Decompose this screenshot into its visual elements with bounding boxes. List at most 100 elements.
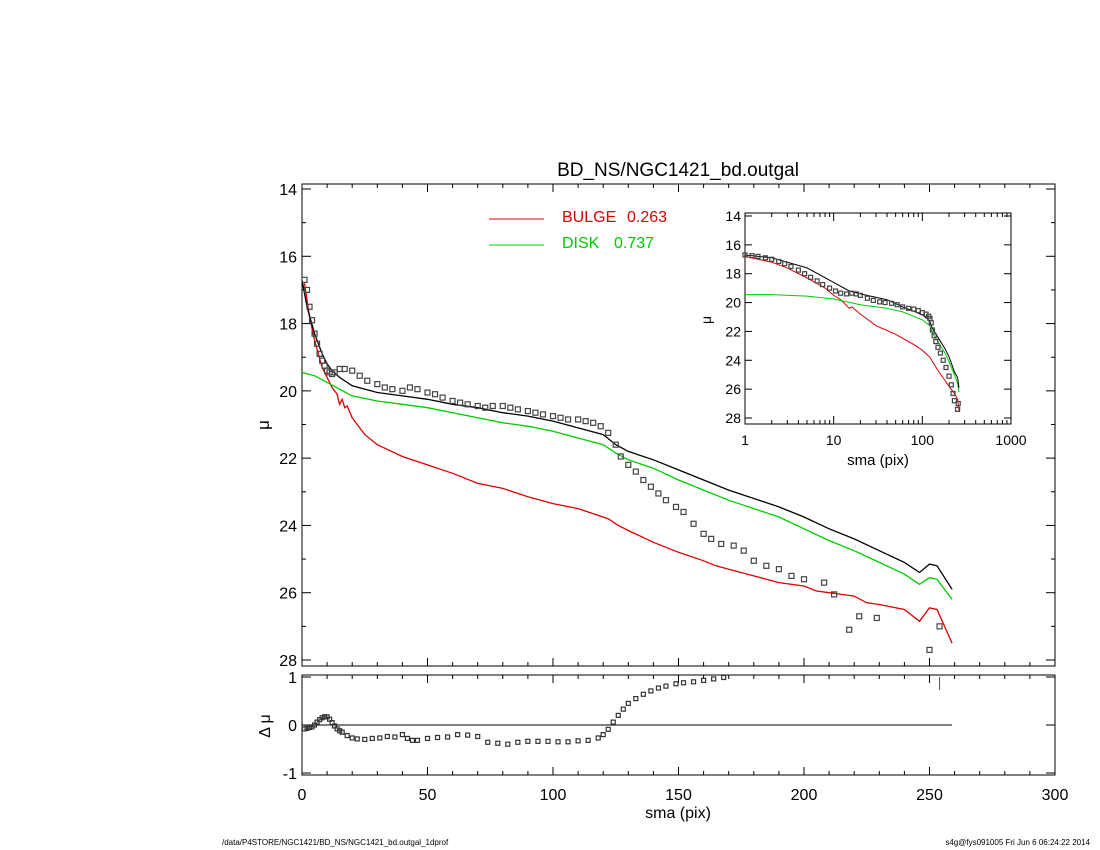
main-series-marker [690,520,697,527]
main-series-marker [514,406,521,413]
residual-marker [349,735,355,741]
main-series-marker [431,391,439,398]
main-series-layer [301,276,953,654]
inset-y-tick-label: 24 [725,352,741,368]
inset-y-tick-label: 14 [725,208,741,224]
main-series-marker [655,490,662,497]
main-series-marker [331,369,338,376]
inset-series-marker [827,285,833,291]
inset-series-marker [782,261,788,267]
main-series-marker [399,387,406,394]
main-series-marker [364,377,371,384]
inset-series-marker [762,255,769,261]
residual-marker [610,719,616,725]
inset-y-tick-label: 18 [725,266,741,282]
residual-marker [673,681,679,687]
residual-marker [409,737,416,743]
residual-marker [434,734,441,741]
residual-marker [392,734,398,740]
main-series-marker [936,623,943,630]
residual-marker [555,739,561,745]
footer-timestamp: s4g@fys091005 Fri Jun 6 06:24:22 2014 [945,838,1090,847]
legend-disk-value: 0.737 [614,235,654,252]
inset-series-marker [951,398,958,404]
main-series-marker [474,402,481,410]
main-series-marker [718,540,725,548]
inset-log-panel: μ sma (pix) 14 16 18 20 22 24 26 28 1 10 100 1000 [698,208,1027,469]
main-series-marker [740,547,747,554]
residual-marker [605,726,611,732]
footer-file-path: /data/P4STORE/NGC1421/BD_NS/NGC1421_bd.o… [222,838,449,847]
main-series-marker [341,365,348,373]
legend: BULGE 0.263 DISK 0.737 [489,209,667,252]
inset-series-marker [819,281,826,288]
main-series-marker [336,365,343,373]
inset-y-tick-label: 22 [725,323,741,339]
inset-series-marker [877,299,883,305]
residual-marker [595,735,601,741]
main-series-marker [820,579,828,586]
main-series-marker [424,389,431,396]
inset-series-marker [929,327,936,333]
main-y-tick-label: 28 [279,653,297,670]
residual-marker [565,739,571,745]
residual-marker [640,691,646,697]
main-series-marker [800,576,808,583]
inset-x-axis-label: sma (pix) [847,452,909,469]
main-series-marker [406,384,414,391]
residual-marker [377,735,383,741]
main-series-line [303,283,953,644]
main-series-marker [873,614,880,622]
main-series-marker [374,381,381,388]
main-series-marker [632,468,639,475]
inset-series-marker [955,400,961,407]
residual-marker [339,729,345,735]
residual-x-tick-label: 300 [1042,787,1069,804]
residual-marker [444,734,451,740]
inset-series-marker [838,290,844,296]
inset-y-axis-label: μ [698,316,714,324]
inset-series-marker [894,302,900,308]
main-series-marker [708,535,715,542]
main-series-marker [499,402,506,410]
residual-y-tick-label: 0 [288,718,297,735]
main-y-tick-label: 26 [279,586,297,603]
main-series-marker [539,411,547,418]
main-series-marker [303,286,311,294]
residual-marker [465,732,471,738]
main-y-tick-label: 20 [279,384,297,401]
residual-marker [505,741,511,747]
main-series-marker [301,276,308,283]
legend-disk-label: DISK [562,235,600,252]
residual-marker [575,738,581,744]
inset-series-marker [948,382,954,388]
residual-marker [615,712,621,719]
inset-series-marker [795,267,801,273]
residual-marker [655,685,662,691]
inset-series-marker [749,253,755,259]
main-series-marker [316,350,323,357]
inset-y-tick-label: 26 [725,381,741,397]
residual-marker [545,738,551,744]
residual-y-tick-label: 1 [288,670,297,687]
inset-plot-frame [744,212,1012,425]
residual-marker [721,674,727,681]
inset-series-marker [935,344,941,350]
main-series-marker [680,508,687,516]
main-series-line [301,371,953,600]
inset-series-marker [857,292,863,298]
inset-x-tick-label: 1 [741,432,749,448]
residual-x-ticks: 0 50 100 150 200 250 300 [298,675,1069,804]
main-series-marker [482,404,489,411]
residual-marker [700,677,707,683]
inset-series-marker [755,253,761,259]
residual-x-tick-label: 150 [665,787,692,804]
inset-x-tick-label: 100 [911,432,935,448]
residual-marker [690,679,697,685]
residual-marker [354,736,360,742]
inset-series-marker [776,258,782,265]
main-series-marker [532,409,539,416]
residual-marker [680,680,687,686]
residual-x-tick-label: 50 [419,787,437,804]
